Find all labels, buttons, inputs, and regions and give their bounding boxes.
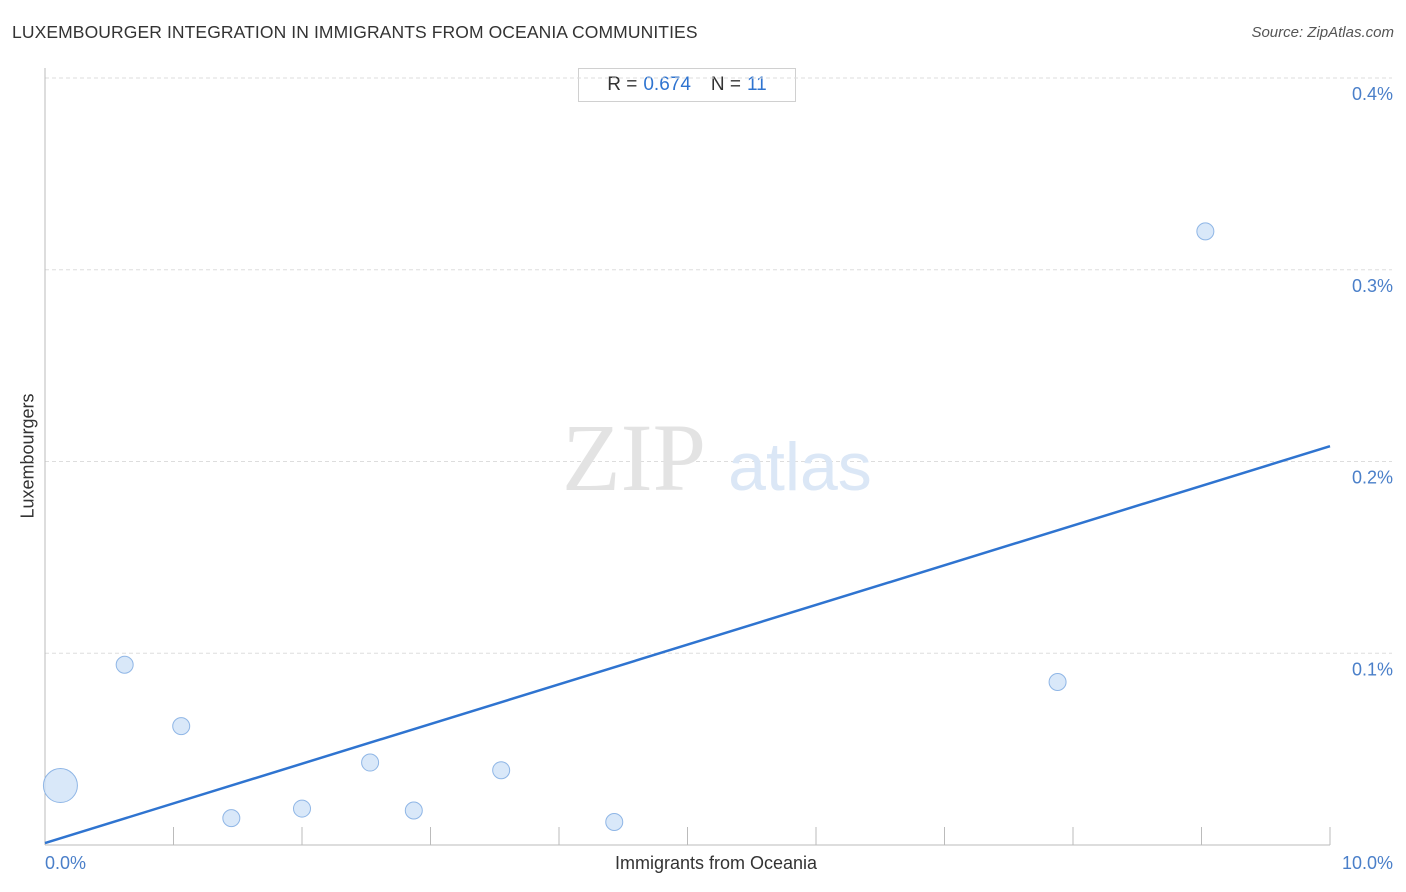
- r-label: R =: [607, 74, 638, 95]
- x-axis-label: Immigrants from Oceania: [614, 853, 818, 873]
- watermark-atlas: atlas: [728, 429, 872, 505]
- data-point: [1196, 222, 1215, 241]
- data-point: [222, 809, 241, 828]
- x-tick-label-max: 10.0%: [1342, 853, 1393, 873]
- y-tick-label: 0.4%: [1352, 84, 1393, 104]
- trendline-group: [44, 444, 1331, 845]
- zipatlas-watermark: ZIP atlas: [562, 404, 872, 511]
- source-credit: Source: ZipAtlas.com: [1251, 24, 1394, 41]
- y-tick-label: 0.2%: [1352, 468, 1393, 488]
- x-tick-label-min: 0.0%: [45, 853, 86, 873]
- y-axis-label: Luxembourgers: [17, 393, 38, 519]
- data-point: [605, 812, 624, 831]
- data-point: [404, 801, 423, 820]
- trendline: [44, 444, 1331, 845]
- tick-labels: 0.1% 0.2% 0.3% 0.4% 0.0% 10.0%: [45, 84, 1393, 873]
- y-tick-label: 0.1%: [1352, 659, 1393, 679]
- r-value: 0.674: [643, 74, 691, 95]
- data-point: [1048, 673, 1067, 692]
- data-points: [42, 222, 1215, 831]
- n-label: N =: [710, 74, 742, 95]
- data-point: [293, 799, 311, 818]
- data-point: [361, 753, 380, 772]
- data-point: [42, 768, 78, 804]
- watermark-zip: ZIP: [562, 404, 706, 511]
- y-tick-label: 0.3%: [1352, 276, 1393, 296]
- data-point: [172, 717, 191, 736]
- grid-lines: [45, 77, 1392, 654]
- n-value: 11: [747, 74, 767, 95]
- data-point: [115, 655, 134, 674]
- axes: [44, 68, 1331, 846]
- data-point: [492, 761, 511, 780]
- correlation-stats-box: R = 0.674 N = 11: [578, 68, 796, 102]
- chart-title: LUXEMBOURGER INTEGRATION IN IMMIGRANTS F…: [12, 22, 698, 42]
